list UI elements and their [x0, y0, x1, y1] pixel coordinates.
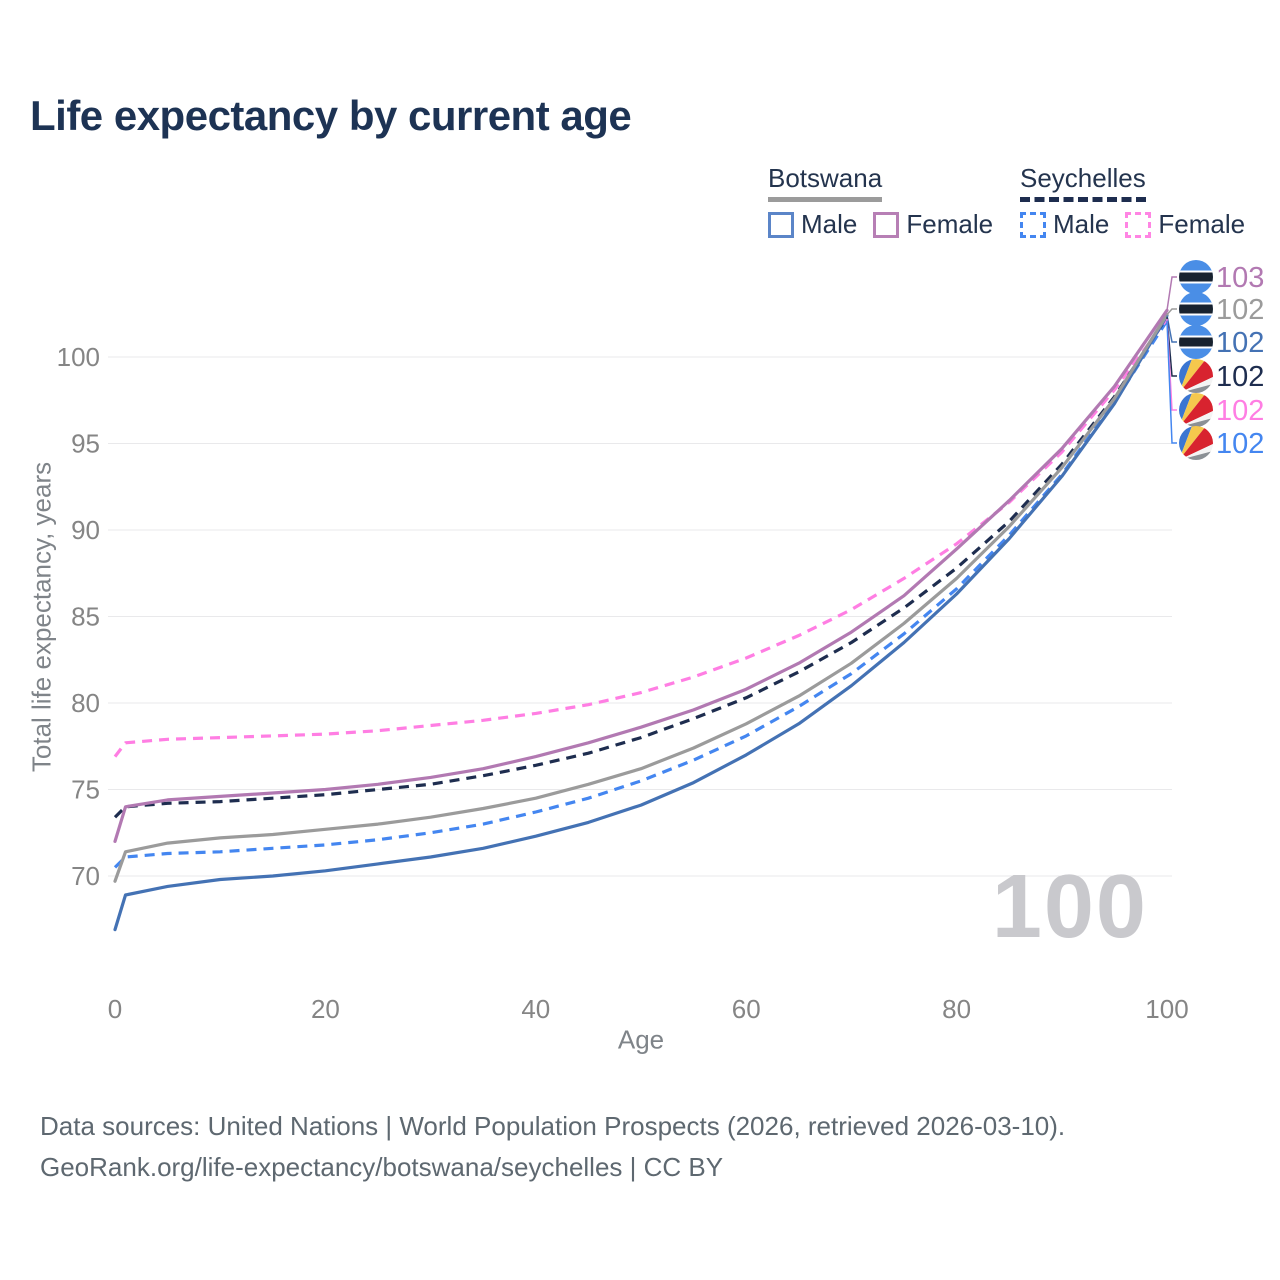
y-tick-label: 100	[57, 342, 100, 372]
botswana-male-label[interactable]: Male	[801, 209, 858, 239]
footer: Data sources: United Nations | World Pop…	[40, 1106, 1065, 1188]
current-age-watermark: 100	[991, 857, 1148, 957]
end-value-label-botswana-male: 102	[1216, 327, 1264, 359]
leader-line-botswana-female	[1166, 276, 1177, 311]
legend-country-botswana[interactable]: Botswana	[768, 163, 883, 202]
series-line-botswana-male	[113, 313, 1169, 932]
botswana-male-checkbox[interactable]	[768, 211, 794, 238]
end-value-label-seychelles-both: 102	[1216, 361, 1264, 393]
leader-line-seychelles-male	[1166, 320, 1177, 444]
y-tick-label: 75	[71, 775, 100, 805]
y-tick-label: 80	[71, 688, 100, 718]
seychelles-male-checkbox[interactable]	[1020, 211, 1046, 238]
series-line-botswana-female	[113, 308, 1169, 843]
leader-line-botswana-both	[1166, 308, 1177, 316]
botswana-flag-icon	[1179, 260, 1213, 294]
seychelles-flag-icon	[1179, 393, 1213, 427]
y-tick-label: 70	[71, 861, 100, 891]
series-line-seychelles-male	[113, 319, 1169, 869]
seychelles-female-checkbox[interactable]	[1125, 211, 1152, 238]
x-tick-label: 0	[108, 994, 122, 1024]
end-value-label-seychelles-female: 102	[1216, 395, 1264, 427]
x-tick-label: 40	[521, 994, 550, 1024]
end-value-label-botswana-female: 103	[1216, 262, 1264, 294]
botswana-flag-icon	[1179, 292, 1213, 326]
botswana-flag-icon	[1179, 325, 1213, 359]
series-line-botswana-both	[113, 313, 1169, 883]
seychelles-female-label[interactable]: Female	[1158, 209, 1246, 239]
attribution-line: GeoRank.org/life-expectancy/botswana/sey…	[40, 1152, 724, 1182]
legend-country-seychelles[interactable]: Seychelles	[1020, 163, 1146, 202]
x-tick-label: 80	[942, 994, 971, 1024]
leader-line-botswana-male	[1166, 315, 1177, 343]
botswana-female-checkbox[interactable]	[873, 211, 900, 238]
y-tick-label: 90	[71, 515, 100, 545]
series-line-seychelles-both	[113, 316, 1169, 819]
seychelles-flag-icon	[1179, 359, 1213, 393]
x-tick-label: 20	[311, 994, 340, 1024]
data-sources-line: Data sources: United Nations | World Pop…	[40, 1111, 1066, 1141]
x-axis-title: Age	[617, 1024, 665, 1055]
y-tick-label: 85	[71, 602, 100, 632]
x-tick-label: 100	[1145, 994, 1188, 1024]
y-tick-label: 95	[71, 429, 100, 459]
seychelles-flag-icon	[1179, 426, 1213, 460]
y-axis-title: Total life expectancy, years	[26, 461, 57, 773]
legend-group-botswana: Botswana Male Female	[768, 163, 1009, 240]
botswana-female-label[interactable]: Female	[906, 209, 994, 239]
seychelles-male-label[interactable]: Male	[1053, 209, 1110, 239]
page-title: Life expectancy by current age	[30, 92, 632, 139]
end-value-label-seychelles-male: 102	[1216, 428, 1264, 460]
end-value-label-botswana-both: 102	[1216, 294, 1264, 326]
x-tick-label: 60	[732, 994, 761, 1024]
legend-group-seychelles: Seychelles Male Female	[1020, 163, 1261, 240]
